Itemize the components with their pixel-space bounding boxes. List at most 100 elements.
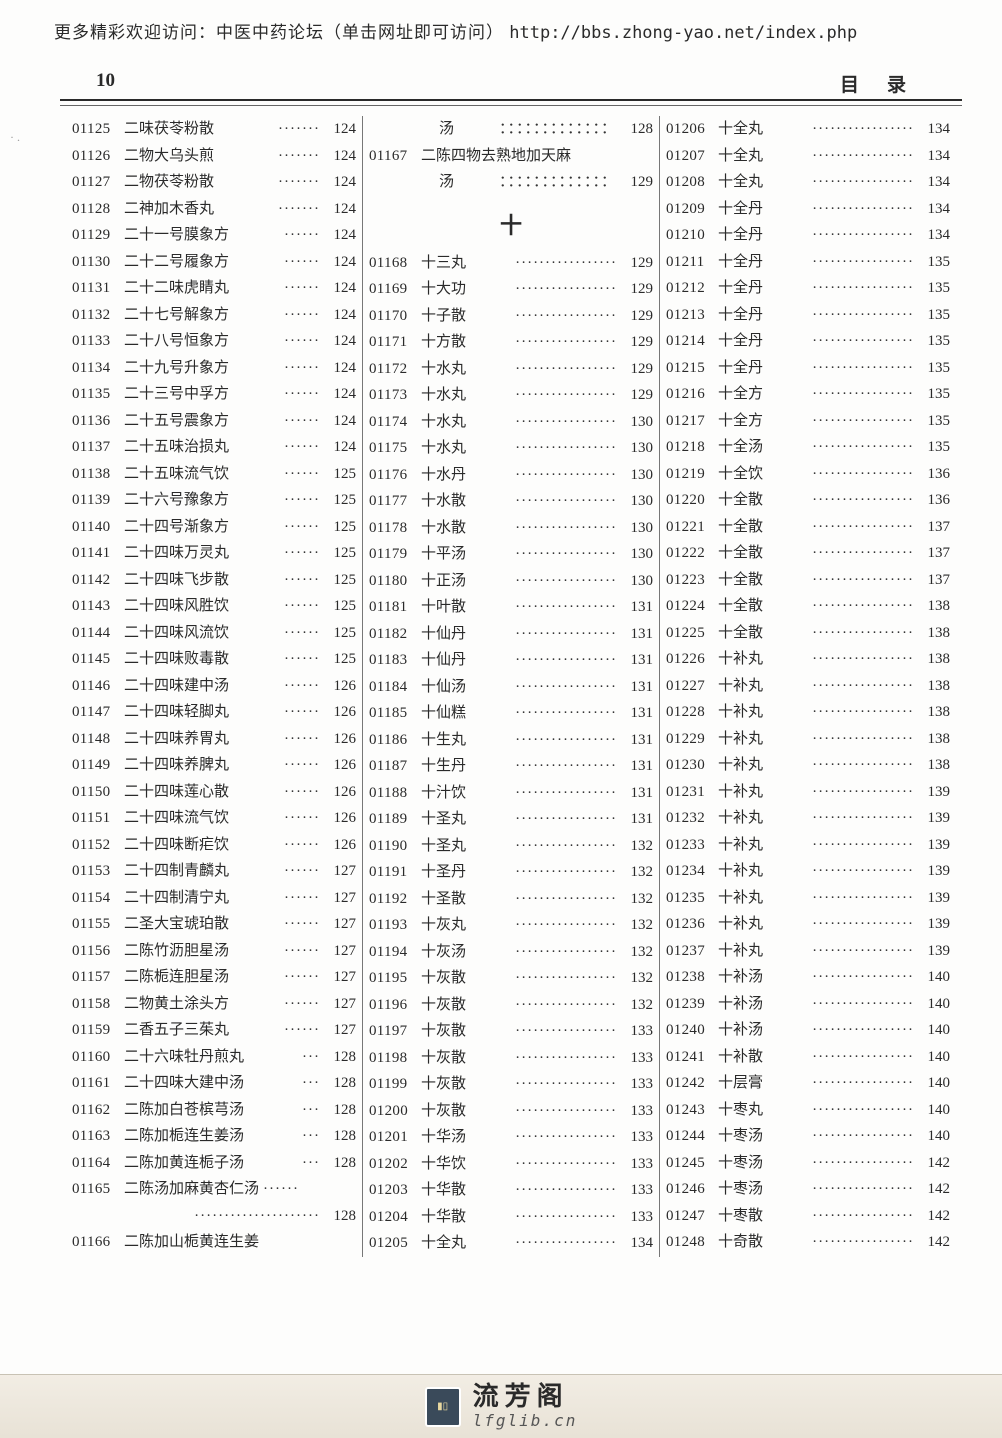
entry-name: 二十五味治损丸	[122, 434, 229, 461]
toc-entry: 01163二陈加栀连生姜汤···128	[72, 1123, 356, 1150]
leader-dots: ·················	[763, 779, 918, 806]
entry-name: 二物茯苓粉散	[122, 169, 214, 196]
entry-page: 138	[918, 646, 950, 673]
leader-dots: ·················	[466, 1071, 621, 1098]
entry-page: 131	[621, 647, 653, 674]
toc-entry: 01179十平汤·················130	[369, 541, 653, 568]
entry-id: 01142	[72, 567, 122, 594]
entry-page: 133	[621, 1071, 653, 1098]
toc-entry: 01234十补丸·················139	[666, 858, 950, 885]
entry-name: 十生丹	[419, 753, 466, 780]
page-body: 10 目录 01125二味茯苓粉散·······12401126二物大乌头煎··…	[60, 70, 962, 1257]
toc-entry: 01227十补丸·················138	[666, 673, 950, 700]
banner-url[interactable]: http://bbs.zhong-yao.net/index.php	[509, 23, 857, 43]
toc-entry: 01218十全汤·················135	[666, 434, 950, 461]
entry-id: 01187	[369, 753, 419, 780]
entry-id: 01125	[72, 116, 122, 143]
footer-brand-cn: 流芳阁	[473, 1383, 578, 1412]
leader-dots: ·················	[763, 699, 918, 726]
entry-id: 01160	[72, 1044, 122, 1071]
entry-id: 01128	[72, 196, 122, 223]
entry-page: 130	[621, 515, 653, 542]
entry-id: 01178	[369, 515, 419, 542]
entry-id: 01216	[666, 381, 716, 408]
toc-col-2: 汤：：：：：：：：：：：：：12801167二陈四物去熟地加天麻汤：：：：：：：…	[362, 116, 659, 1257]
entry-id: 01204	[369, 1204, 419, 1231]
toc-entry: 01224十全散·················138	[666, 593, 950, 620]
leader-dots: ·················	[466, 833, 621, 860]
entry-page: 136	[918, 487, 950, 514]
toc-entry: 01170十子散·················129	[369, 303, 653, 330]
entry-name: 十补丸	[716, 726, 763, 753]
entry-id: 01164	[72, 1150, 122, 1177]
toc-entry: 01155二圣大宝琥珀散······127	[72, 911, 356, 938]
entry-id: 01137	[72, 434, 122, 461]
entry-page: 128	[324, 1150, 356, 1177]
entry-page: 125	[324, 646, 356, 673]
leader-dots: ·················	[466, 621, 621, 648]
entry-id: 01193	[369, 912, 419, 939]
toc-entry: 01153二十四制青麟丸······127	[72, 858, 356, 885]
header-rule	[60, 105, 962, 106]
entry-name: 二圣大宝琥珀散	[122, 911, 229, 938]
entry-page: 124	[324, 381, 356, 408]
entry-page: 127	[324, 885, 356, 912]
entry-name: 十平汤	[419, 541, 466, 568]
toc-entry: 01156二陈竹沥胆星汤······127	[72, 938, 356, 965]
entry-page: 139	[918, 805, 950, 832]
entry-name: 二陈栀连胆星汤	[122, 964, 229, 991]
leader-dots: ······	[229, 328, 324, 355]
toc-entry: 01214十全丹·················135	[666, 328, 950, 355]
entry-name: 二十五味流气饮	[122, 461, 229, 488]
leader-dots: ·················	[466, 1204, 621, 1231]
leader-dots: ·················	[763, 249, 918, 276]
entry-name: 十正汤	[419, 568, 466, 595]
entry-page: 138	[918, 620, 950, 647]
entry-name: 十灰散	[419, 965, 466, 992]
entry-page: 138	[918, 699, 950, 726]
entry-id: 01158	[72, 991, 122, 1018]
entry-page: 135	[918, 408, 950, 435]
entry-name: 二十四味莲心散	[122, 779, 229, 806]
toc-entry: 01133二十八号恒象方······124	[72, 328, 356, 355]
entry-id: 01144	[72, 620, 122, 647]
entry-name: 十华饮	[419, 1151, 466, 1178]
entry-page: 128	[621, 116, 653, 143]
toc-entry: 01127二物茯苓粉散·······124	[72, 169, 356, 196]
entry-name: 二十四味建中汤	[122, 673, 229, 700]
toc-entry: 01167二陈四物去熟地加天麻	[369, 143, 653, 170]
toc-entry: 01231十补丸·················139	[666, 779, 950, 806]
entry-id: 01161	[72, 1070, 122, 1097]
entry-page: 130	[621, 568, 653, 595]
toc-entry: 01206十全丸·················134	[666, 116, 950, 143]
toc-entry: 01205十全丸·················134	[369, 1230, 653, 1257]
entry-id: 01180	[369, 568, 419, 595]
entry-page: 133	[621, 1204, 653, 1231]
toc-entry: 01183十仙丹·················131	[369, 647, 653, 674]
leader-dots: ·················	[466, 780, 621, 807]
leader-dots: ······	[229, 646, 324, 673]
leader-dots: ·················	[466, 594, 621, 621]
entry-page: 131	[621, 806, 653, 833]
entry-id: 01215	[666, 355, 716, 382]
leader-dots: ·················	[763, 1097, 918, 1124]
toc-entry: 01143二十四味风胜饮······125	[72, 593, 356, 620]
entry-name: 十华汤	[419, 1124, 466, 1151]
entry-page: 127	[324, 1017, 356, 1044]
leader-dots: ···	[244, 1123, 324, 1150]
footer-brand-url[interactable]: lfglib.cn	[473, 1412, 578, 1430]
leader-dots: ·················	[466, 488, 621, 515]
leader-dots: ·················	[763, 1070, 918, 1097]
entry-id: 01223	[666, 567, 716, 594]
entry-page: 126	[324, 726, 356, 753]
entry-page: 125	[324, 540, 356, 567]
toc-entry: 01158二物黄土涂头方······127	[72, 991, 356, 1018]
entry-id: 01200	[369, 1098, 419, 1125]
leader-dots: ·················	[763, 116, 918, 143]
entry-page: 131	[621, 780, 653, 807]
toc-entry: 01237十补丸·················139	[666, 938, 950, 965]
entry-id: 01129	[72, 222, 122, 249]
leader-dots: ·················	[466, 515, 621, 542]
entry-name: 二陈四物去熟地加天麻	[419, 143, 571, 170]
leader-dots: ·················	[763, 1123, 918, 1150]
